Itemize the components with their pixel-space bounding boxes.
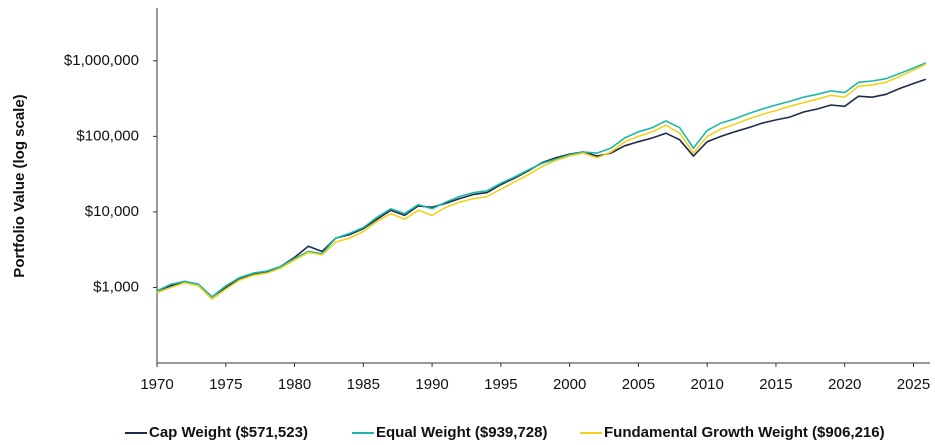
series-line	[156, 62, 927, 298]
x-tick-label: 2025	[897, 376, 930, 393]
legend-label: Fundamental Growth Weight ($906,216)	[604, 424, 885, 441]
y-tick-label: $1,000	[93, 278, 139, 295]
x-tick-label: 1995	[484, 376, 517, 393]
y-axis-label: Portfolio Value (log scale)	[11, 94, 28, 277]
series-line	[156, 63, 927, 301]
x-tick-label: 1980	[278, 376, 311, 393]
x-tick-label: 1985	[347, 376, 380, 393]
x-tick-label: 2000	[553, 376, 586, 393]
x-tick-label: 2010	[690, 376, 723, 393]
x-tick-label: 1970	[140, 376, 173, 393]
x-tick-label: 2015	[759, 376, 792, 393]
x-tick-label: 1975	[209, 376, 242, 393]
y-tick-label: $1,000,000	[64, 52, 139, 69]
x-tick-label: 2020	[828, 376, 861, 393]
x-tick-label: 1990	[415, 376, 448, 393]
legend-label: Cap Weight ($571,523)	[149, 424, 308, 441]
y-tick-label: $10,000	[85, 203, 139, 220]
series-line	[156, 78, 927, 298]
legend-label: Equal Weight ($939,728)	[376, 424, 547, 441]
y-tick-label: $100,000	[76, 127, 139, 144]
x-tick-label: 2005	[622, 376, 655, 393]
